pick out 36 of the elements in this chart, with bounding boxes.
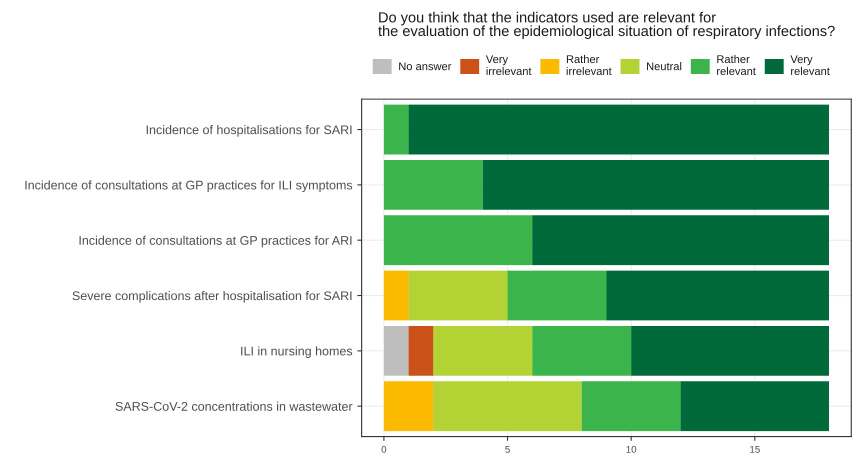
bar [408,326,434,376]
bar [433,326,532,376]
bar [384,270,409,320]
y-tick-label: SARS-CoV-2 concentrations in wastewater [116,402,352,411]
x-tick-label: 0 [382,446,386,453]
legend-label: Very relevant [790,55,830,76]
bar [606,270,830,320]
bar [631,326,830,376]
y-tick-label: Severe complications after hospitalisation for SARI [72,290,352,303]
bar [532,326,632,376]
bar [408,104,830,154]
bar [384,326,409,376]
bar [384,381,434,432]
legend-label: Very irrelevant [486,55,532,76]
legend-label: Rather relevant [717,54,756,76]
bar [408,270,508,320]
bar [582,381,681,432]
y-tick-label: ILI in nursing homes [241,346,352,358]
bar [384,215,532,266]
y-tick-label: Incidence of consultations at GP practices for ARI [80,236,352,248]
x-tick-label: 5 [505,446,510,453]
bar [680,381,830,432]
chart-title: Do you think that the indicators used are relevant for the evaluation of the epidemiological situation of respiratory infections? [378,12,835,39]
legend-label: No answer [399,62,452,70]
bar [508,270,606,320]
bar [482,160,830,210]
x-tick-label: 10 [626,446,636,453]
bar [433,381,582,432]
x-tick-label: 15 [750,446,760,453]
y-tick-label: Incidence of consultations at GP practices for ILI symptoms [25,180,352,192]
bar [384,104,409,154]
legend-label: Neutral [647,62,682,70]
y-tick-label: Incidence of hospitalisations for SARI [146,125,352,137]
bar [532,215,830,266]
bar [384,160,483,210]
legend-label: Rather irrelevant [566,54,612,76]
